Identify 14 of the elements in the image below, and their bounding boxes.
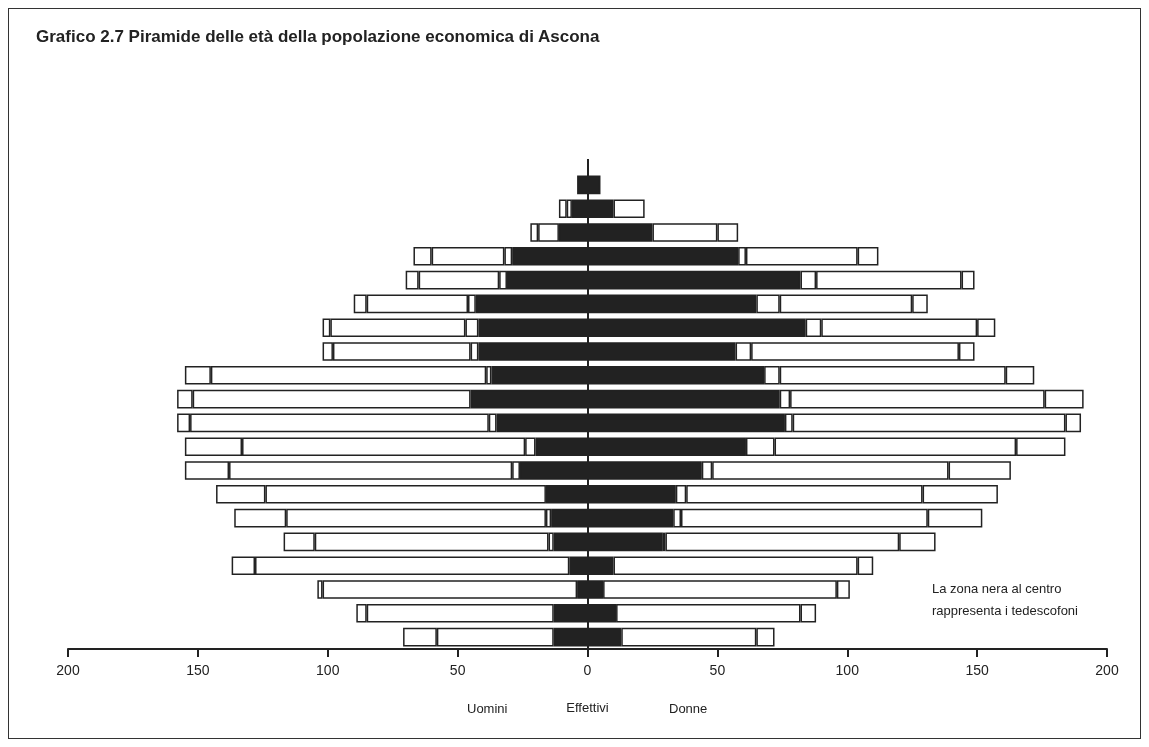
x-tick-label: 150: [186, 662, 210, 678]
x-tick-label: 100: [835, 662, 860, 678]
x-tick-label: 200: [56, 662, 80, 678]
x-axis-title: Effettivi: [566, 700, 609, 715]
text: Uomini: [467, 700, 508, 716]
x-tick-label: 200: [1095, 662, 1119, 678]
x-tick-label: 150: [965, 662, 990, 678]
chart-title: Grafico 2.7 Piramide delle età della popolazione economica di Ascona: [36, 27, 600, 46]
text: Donne: [669, 700, 708, 716]
annotation: La zona nera al centro rappresenta i tedescofoni: [932, 580, 1079, 618]
x-tick-label: 50: [709, 662, 726, 678]
x-tick-label: 0: [583, 662, 592, 678]
x-tick-label: 100: [316, 662, 340, 678]
x-tick-label: 50: [449, 662, 466, 678]
